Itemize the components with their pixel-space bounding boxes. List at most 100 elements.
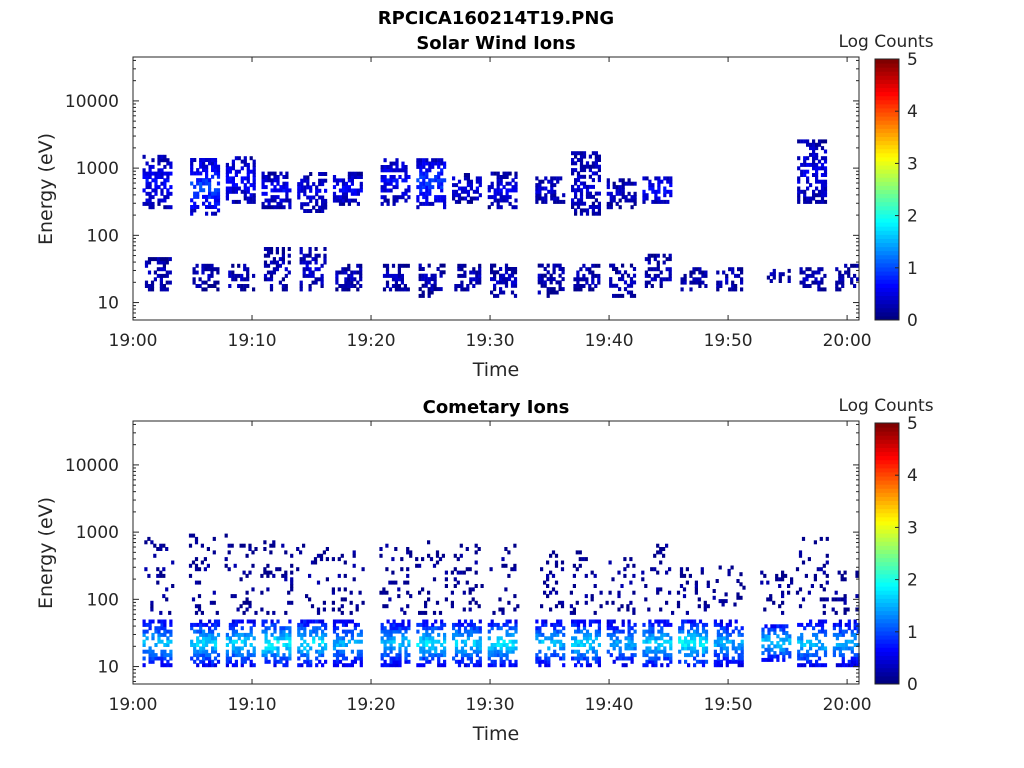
heatmap-cell bbox=[398, 622, 402, 627]
heatmap-cell bbox=[279, 659, 283, 664]
heatmap-cell bbox=[657, 189, 661, 194]
heatmap-cell bbox=[812, 193, 816, 198]
heatmap-cell bbox=[582, 164, 587, 169]
heatmap-cell bbox=[279, 188, 283, 193]
heatmap-cell bbox=[462, 590, 466, 595]
heatmap-cell bbox=[356, 649, 360, 654]
heatmap-cell bbox=[435, 600, 440, 605]
heatmap-cell bbox=[193, 205, 197, 209]
heatmap-cell bbox=[166, 188, 170, 193]
solar-wind-heatmap-cells bbox=[142, 139, 860, 298]
heatmap-cell bbox=[234, 639, 238, 644]
heatmap-cell bbox=[385, 273, 390, 278]
colorbar-tick-label: 1 bbox=[907, 259, 918, 279]
heatmap-cell bbox=[353, 626, 357, 631]
heatmap-cell bbox=[574, 211, 578, 216]
heatmap-cell bbox=[684, 653, 688, 658]
heatmap-cell bbox=[306, 195, 310, 200]
heatmap-cell bbox=[725, 636, 729, 641]
heatmap-cell bbox=[341, 619, 346, 624]
heatmap-cell bbox=[627, 619, 631, 624]
heatmap-cell bbox=[148, 656, 152, 661]
colorbar-segment bbox=[875, 303, 899, 309]
heatmap-cell bbox=[341, 287, 345, 292]
heatmap-cell bbox=[541, 619, 545, 624]
heatmap-cell bbox=[210, 267, 214, 272]
heatmap-cell bbox=[728, 622, 732, 627]
heatmap-cell bbox=[401, 178, 405, 183]
heatmap-cell bbox=[347, 198, 351, 203]
heatmap-cell bbox=[160, 656, 164, 661]
heatmap-cell bbox=[148, 659, 152, 664]
heatmap-cell bbox=[444, 577, 448, 582]
heatmap-cell bbox=[213, 649, 218, 654]
heatmap-cell bbox=[460, 186, 465, 191]
heatmap-cell bbox=[544, 622, 548, 627]
heatmap-cell bbox=[166, 663, 170, 668]
heatmap-cell bbox=[266, 587, 270, 592]
heatmap-cell bbox=[572, 563, 576, 568]
heatmap-cell bbox=[147, 257, 152, 262]
heatmap-cell bbox=[806, 176, 810, 181]
heatmap-cell bbox=[496, 622, 500, 627]
heatmap-cell bbox=[844, 639, 848, 644]
heatmap-cell bbox=[380, 629, 384, 634]
heatmap-cell bbox=[437, 626, 441, 631]
heatmap-cell bbox=[820, 173, 825, 177]
heatmap-cell bbox=[427, 590, 431, 595]
heatmap-cell bbox=[487, 195, 491, 200]
heatmap-cell bbox=[202, 168, 206, 173]
heatmap-cell bbox=[693, 639, 697, 644]
heatmap-cell bbox=[659, 270, 663, 275]
heatmap-cell bbox=[594, 211, 598, 216]
heatmap-cell bbox=[398, 643, 402, 647]
heatmap-cell bbox=[419, 171, 423, 176]
heatmap-cell bbox=[356, 263, 360, 268]
heatmap-cell bbox=[654, 189, 658, 194]
heatmap-cell bbox=[395, 168, 399, 173]
heatmap-cell bbox=[460, 649, 465, 654]
heatmap-cell bbox=[823, 186, 828, 191]
heatmap-cell bbox=[269, 260, 274, 265]
heatmap-cell bbox=[579, 619, 584, 624]
heatmap-cell bbox=[773, 654, 777, 659]
heatmap-cell bbox=[249, 156, 253, 161]
heatmap-cell bbox=[808, 273, 812, 278]
heatmap-cell bbox=[315, 656, 319, 661]
heatmap-cell bbox=[309, 188, 313, 193]
heatmap-cell bbox=[404, 659, 408, 664]
heatmap-cell bbox=[588, 184, 592, 189]
heatmap-cell bbox=[650, 284, 654, 288]
heatmap-cell bbox=[504, 277, 509, 282]
heatmap-cell bbox=[553, 193, 557, 198]
heatmap-cell bbox=[648, 632, 652, 637]
heatmap-cell bbox=[585, 161, 590, 166]
heatmap-cell bbox=[543, 590, 547, 595]
heatmap-cell bbox=[394, 277, 398, 282]
heatmap-cell bbox=[407, 188, 411, 193]
heatmap-cell bbox=[594, 161, 598, 166]
heatmap-cell bbox=[331, 557, 335, 562]
heatmap-cell bbox=[275, 260, 279, 265]
heatmap-cell bbox=[422, 663, 426, 668]
heatmap-cell bbox=[591, 211, 595, 216]
heatmap-cell bbox=[571, 151, 575, 156]
heatmap-cell bbox=[701, 663, 706, 668]
heatmap-cell bbox=[853, 632, 857, 637]
heatmap-cell bbox=[312, 619, 316, 624]
heatmap-cell bbox=[428, 626, 432, 631]
heatmap-cell bbox=[556, 176, 560, 181]
heatmap-cell bbox=[809, 183, 813, 188]
heatmap-cell bbox=[279, 171, 283, 176]
heatmap-cell bbox=[350, 619, 354, 624]
heatmap-cell bbox=[809, 196, 813, 201]
heatmap-cell bbox=[474, 543, 478, 548]
heatmap-cell bbox=[380, 175, 384, 179]
heatmap-cell bbox=[216, 619, 221, 624]
heatmap-cell bbox=[797, 663, 801, 668]
heatmap-cell bbox=[846, 607, 850, 612]
heatmap-cell bbox=[395, 663, 399, 668]
heatmap-cell bbox=[800, 656, 804, 661]
heatmap-cell bbox=[196, 663, 200, 668]
heatmap-cell bbox=[654, 636, 658, 641]
